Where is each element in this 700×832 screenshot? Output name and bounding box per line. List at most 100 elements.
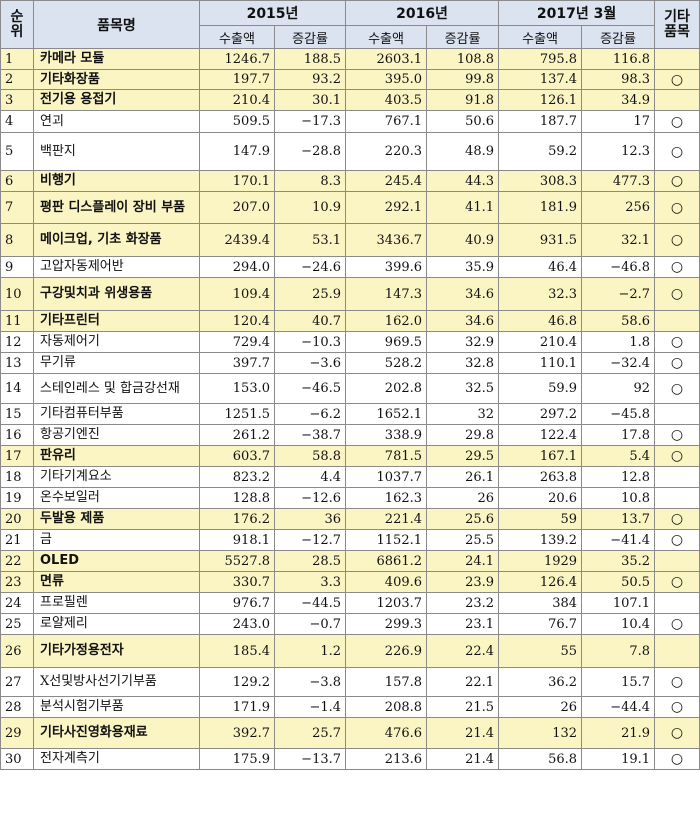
misc-mark [654, 634, 700, 668]
header-change-2016: 증감률 [426, 25, 500, 49]
item-name: 항공기엔진 [33, 424, 200, 446]
misc-mark: ○ [654, 571, 700, 593]
export-2016: 395.0 [345, 69, 428, 90]
header-year-2015: 2015년 [198, 0, 347, 26]
export-2017: 76.7 [498, 613, 583, 635]
misc-mark: ○ [654, 717, 700, 749]
header-year-2017-march: 2017년 3월 [498, 0, 656, 26]
header-item: 품목명 [33, 0, 200, 49]
change-2015: −46.5 [273, 373, 347, 404]
export-2017: 931.5 [498, 223, 583, 257]
change-2015: −12.7 [273, 529, 347, 551]
export-2015: 171.9 [199, 696, 275, 718]
table-row: 11 기타프린터 120.4 40.7 162.0 34.6 46.8 58.6 [0, 310, 700, 332]
header-change-2017: 증감률 [581, 25, 656, 49]
export-2016: 245.4 [345, 170, 428, 192]
change-2016: 44.3 [426, 170, 500, 192]
export-2016: 1652.1 [345, 403, 428, 425]
table-row: 19 온수보일러 128.8 −12.6 162.3 26 20.6 10.8 [0, 487, 700, 509]
rank-cell: 22 [0, 550, 34, 572]
rank-cell: 19 [0, 487, 34, 509]
rank-cell: 27 [0, 667, 34, 697]
table-row: 3 전기용 용접기 210.4 30.1 403.5 91.8 126.1 34.9 [0, 89, 700, 111]
export-2016: 292.1 [345, 191, 428, 224]
change-2015: −6.2 [273, 403, 347, 425]
table-row: 24 프로필렌 976.7 −44.5 1203.7 23.2 384 107.1 [0, 592, 700, 614]
table-row: 17 판유리 603.7 58.8 781.5 29.5 167.1 5.4 ○ [0, 445, 700, 467]
change-2015: 58.8 [273, 445, 347, 467]
export-2015: 392.7 [199, 717, 275, 749]
table-row: 13 무기류 397.7 −3.6 528.2 32.8 110.1 −32.4 ○ [0, 352, 700, 374]
change-2015: −12.6 [273, 487, 347, 509]
misc-mark: ○ [654, 424, 700, 446]
header-rank: 순위 [0, 0, 34, 49]
change-2017: −32.4 [581, 352, 656, 374]
export-2016: 1037.7 [345, 466, 428, 488]
item-name: 판유리 [33, 445, 200, 467]
item-name: 연괴 [33, 110, 200, 133]
export-2015: 729.4 [199, 331, 275, 353]
export-2015: 176.2 [199, 508, 275, 530]
change-2017: 17 [581, 110, 656, 133]
rank-cell: 11 [0, 310, 34, 332]
item-name: 기타컴퓨터부품 [33, 403, 200, 425]
header-misc: 기타품목 [654, 0, 700, 49]
export-2016: 1152.1 [345, 529, 428, 551]
table-row: 29 기타사진영화용재료 392.7 25.7 476.6 21.4 132 21.9 ○ [0, 717, 700, 749]
change-2015: −44.5 [273, 592, 347, 614]
change-2017: 32.1 [581, 223, 656, 257]
item-name: 전자계측기 [33, 748, 200, 770]
table-row: 20 두발용 제품 176.2 36 221.4 25.6 59 13.7 ○ [0, 508, 700, 530]
export-2017: 297.2 [498, 403, 583, 425]
item-name: 금 [33, 529, 200, 551]
change-2016: 22.4 [426, 634, 500, 668]
export-2016: 781.5 [345, 445, 428, 467]
change-2017: 15.7 [581, 667, 656, 697]
misc-mark [654, 403, 700, 425]
change-2015: 10.9 [273, 191, 347, 224]
item-name: 구강및치과 위생용품 [33, 277, 200, 311]
header-row-metrics: 수출액 증감률 수출액 증감률 수출액 증감률 [1, 25, 700, 49]
misc-mark [654, 310, 700, 332]
change-2017: 34.9 [581, 89, 656, 111]
misc-mark [654, 48, 700, 70]
change-2015: 28.5 [273, 550, 347, 572]
export-2015: 153.0 [199, 373, 275, 404]
change-2015: −28.8 [273, 132, 347, 171]
export-2016: 767.1 [345, 110, 428, 133]
change-2017: 12.3 [581, 132, 656, 171]
export-2015: 823.2 [199, 466, 275, 488]
item-name: X선및방사선기기부품 [33, 667, 200, 697]
item-name: 전기용 용접기 [33, 89, 200, 111]
export-2017: 308.3 [498, 170, 583, 192]
export-2016: 157.8 [345, 667, 428, 697]
export-2016: 528.2 [345, 352, 428, 374]
table-row: 12 자동제어기 729.4 −10.3 969.5 32.9 210.4 1.8 ○ [0, 331, 700, 353]
misc-mark: ○ [654, 508, 700, 530]
item-name: 프로필렌 [33, 592, 200, 614]
rank-cell: 1 [0, 48, 34, 70]
export-2015: 147.9 [199, 132, 275, 171]
export-2015: 603.7 [199, 445, 275, 467]
change-2015: 1.2 [273, 634, 347, 668]
header-year-2016: 2016년 [345, 0, 500, 26]
change-2016: 34.6 [426, 310, 500, 332]
header-change-2015: 증감률 [273, 25, 347, 49]
table-row: 7 평판 디스플레이 장비 부품 207.0 10.9 292.1 41.1 181.9 25… [0, 191, 700, 224]
export-2016: 1203.7 [345, 592, 428, 614]
change-2016: 32.5 [426, 373, 500, 404]
export-2017: 26 [498, 696, 583, 718]
change-2015: 40.7 [273, 310, 347, 332]
change-2017: 1.8 [581, 331, 656, 353]
table-row: 25 로얄제리 243.0 −0.7 299.3 23.1 76.7 10.4 ○ [0, 613, 700, 635]
misc-mark [654, 550, 700, 572]
header-export-2016: 수출액 [345, 25, 428, 49]
change-2017: 98.3 [581, 69, 656, 90]
export-2017: 110.1 [498, 352, 583, 374]
item-name: 스테인레스 및 합금강선재 [33, 373, 200, 404]
misc-mark: ○ [654, 696, 700, 718]
rank-cell: 8 [0, 223, 34, 257]
change-2016: 32.8 [426, 352, 500, 374]
export-2017: 32.3 [498, 277, 583, 311]
export-2015: 1251.5 [199, 403, 275, 425]
